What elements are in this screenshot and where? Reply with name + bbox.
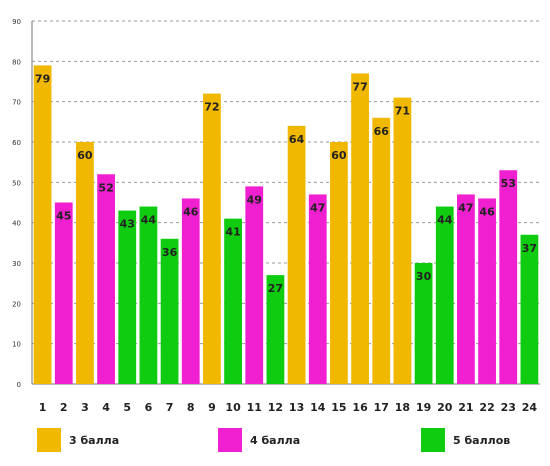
y-tick-label: 20	[12, 300, 21, 308]
data-label: 47	[310, 201, 325, 214]
bar-14	[308, 194, 327, 384]
x-tick-label: 3	[81, 401, 89, 414]
x-tick-label: 7	[166, 401, 174, 414]
y-tick-label: 60	[12, 139, 21, 147]
x-tick-label: 8	[187, 401, 195, 414]
legend-item-4: 4 балла	[218, 428, 300, 452]
y-tick-label: 40	[12, 220, 21, 228]
bar-20	[435, 206, 454, 384]
bar-2	[54, 202, 73, 384]
bar-10	[224, 218, 242, 384]
x-tick-label: 11	[247, 401, 262, 414]
legend-label-3: 3 балла	[69, 433, 120, 447]
bar-11	[245, 186, 264, 384]
bar-1	[33, 65, 52, 384]
data-label: 36	[162, 246, 178, 259]
x-tick-label: 9	[208, 401, 216, 414]
bar-7	[160, 238, 179, 384]
y-tick-label: 50	[12, 179, 21, 187]
bar-23	[499, 170, 518, 384]
bar-5	[118, 210, 137, 384]
y-tick-label: 70	[12, 99, 21, 107]
x-tick-label: 4	[102, 401, 110, 414]
x-tick-label: 16	[352, 401, 368, 414]
x-tick-label: 21	[458, 401, 473, 414]
y-tick-label: 10	[12, 341, 21, 349]
legend-swatch-4	[218, 428, 242, 452]
bar-6	[139, 206, 158, 384]
data-label: 79	[35, 72, 50, 85]
x-tick-label: 10	[225, 401, 241, 414]
y-tick-label: 0	[17, 381, 21, 389]
bar-3	[76, 142, 94, 384]
data-label: 27	[268, 282, 283, 295]
data-label: 43	[120, 218, 135, 231]
data-label: 30	[416, 270, 432, 283]
bar-chart: 0102030405060708090791452603524435446367…	[12, 18, 540, 414]
legend-item-5: 5 баллов	[421, 428, 510, 452]
data-label: 60	[77, 149, 93, 162]
bar-18	[393, 97, 412, 384]
x-tick-label: 1	[39, 401, 47, 414]
x-tick-label: 20	[437, 401, 453, 414]
y-tick-label: 30	[12, 260, 21, 268]
legend-swatch-5	[421, 428, 445, 452]
x-tick-label: 12	[268, 401, 283, 414]
x-tick-label: 24	[522, 401, 538, 414]
x-tick-label: 2	[60, 401, 68, 414]
data-label: 64	[289, 133, 305, 146]
legend-swatch-3	[37, 428, 61, 452]
data-label: 53	[501, 177, 516, 190]
x-tick-label: 22	[479, 401, 494, 414]
x-tick-label: 14	[310, 401, 326, 414]
y-tick-label: 90	[12, 18, 21, 26]
legend-label-4: 4 балла	[250, 433, 301, 447]
x-tick-label: 23	[501, 401, 516, 414]
bar-21	[457, 194, 475, 384]
bar-24	[520, 234, 539, 384]
bar-8	[181, 198, 200, 384]
data-label: 66	[374, 125, 390, 138]
data-label: 41	[225, 226, 240, 239]
data-label: 44	[437, 214, 453, 227]
x-tick-label: 17	[374, 401, 389, 414]
legend: 3 балла 4 балла 5 баллов	[0, 428, 550, 458]
data-label: 47	[458, 201, 473, 214]
data-label: 45	[56, 210, 71, 223]
data-label: 71	[395, 105, 410, 118]
x-tick-label: 5	[123, 401, 131, 414]
data-label: 49	[247, 193, 262, 206]
y-tick-label: 80	[12, 58, 21, 66]
data-label: 46	[479, 205, 495, 218]
bar-12	[266, 275, 285, 384]
x-tick-label: 6	[145, 401, 153, 414]
data-label: 44	[141, 214, 157, 227]
x-tick-label: 15	[331, 401, 346, 414]
legend-item-3: 3 балла	[37, 428, 119, 452]
data-label: 52	[98, 181, 113, 194]
x-tick-label: 13	[289, 401, 304, 414]
bar-19	[414, 263, 433, 384]
data-label: 37	[522, 242, 537, 255]
bar-13	[287, 125, 306, 384]
bar-17	[372, 117, 391, 385]
data-label: 46	[183, 205, 199, 218]
x-tick-label: 18	[395, 401, 410, 414]
data-label: 60	[331, 149, 347, 162]
bar-9	[203, 93, 221, 384]
x-tick-label: 19	[416, 401, 431, 414]
bar-15	[330, 142, 348, 384]
data-label: 72	[204, 101, 219, 114]
legend-label-5: 5 баллов	[453, 433, 511, 447]
bar-22	[478, 198, 496, 384]
data-label: 77	[352, 80, 367, 93]
bar-16	[351, 73, 369, 384]
bar-4	[97, 174, 115, 384]
